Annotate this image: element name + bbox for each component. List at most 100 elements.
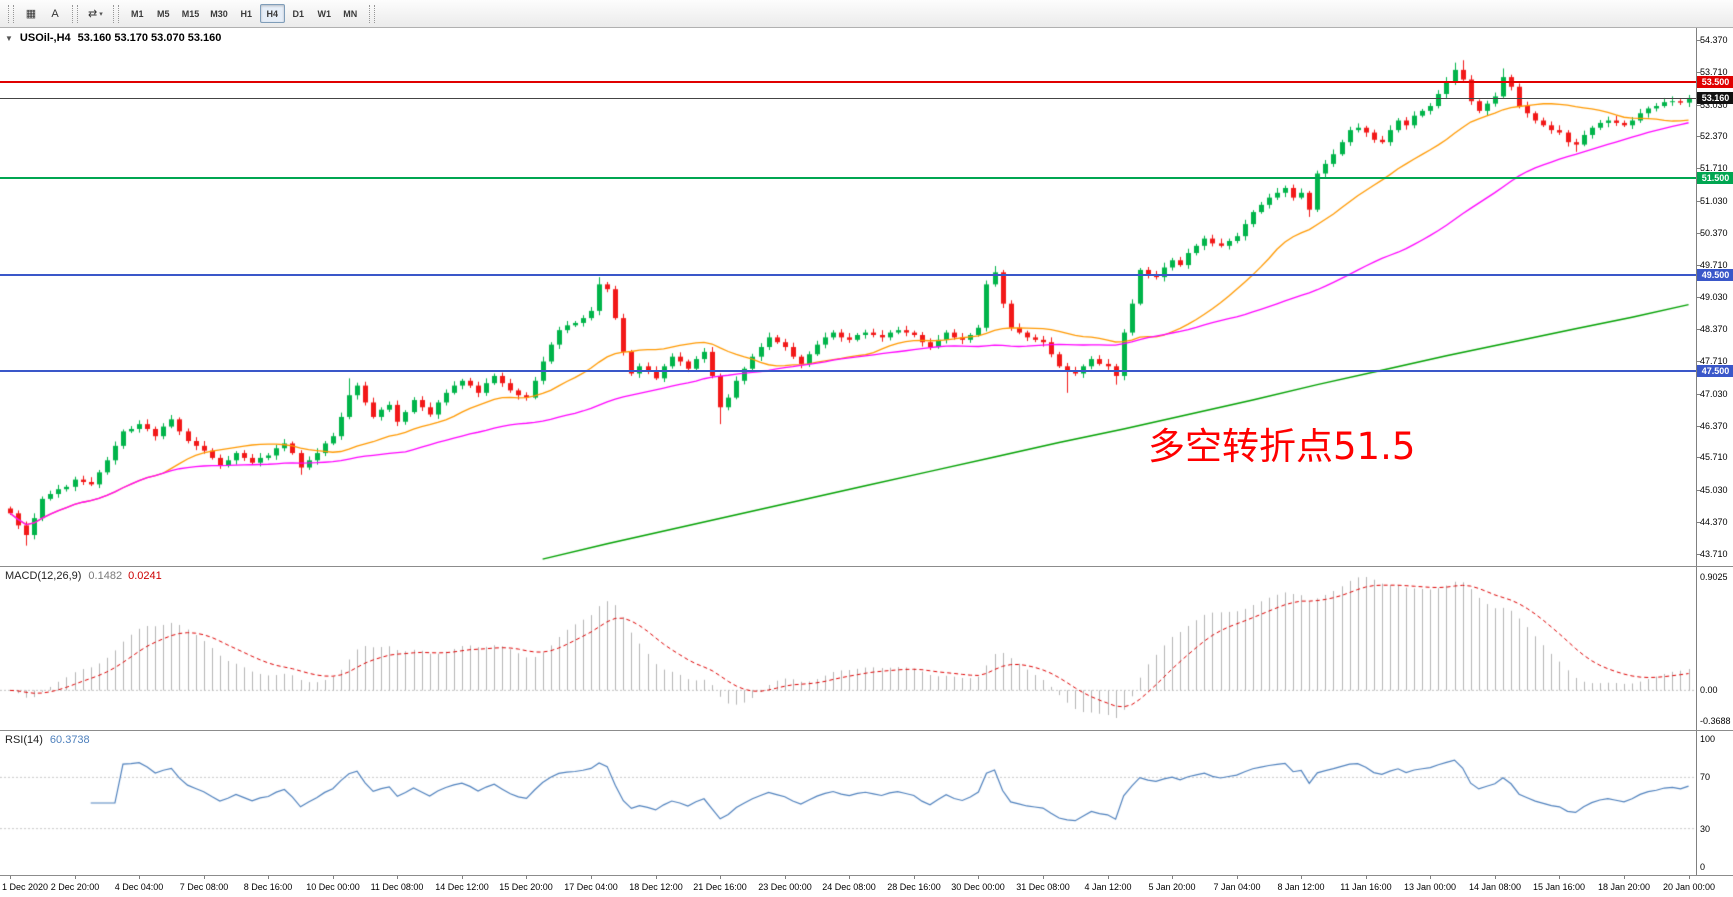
time-tick-label: 15 Jan 16:00 [1532,882,1586,892]
price-tickmark [1697,426,1701,427]
price-tick-label: 45.030 [1700,485,1728,496]
time-tickmark [526,876,527,879]
macd-axis[interactable]: 0.9025 0.00 -0.3688 [1696,567,1733,730]
price-tick-label: 45.710 [1700,452,1728,463]
macd-name: MACD(12,26,9) [5,570,82,582]
time-tickmark [397,876,398,879]
hline-49.500[interactable] [0,274,1696,276]
rsi-axis[interactable]: 100 70 30 0 [1696,731,1733,875]
price-tick-label: 52.370 [1700,131,1728,142]
time-tick-label: 2 Dec 20:00 [50,882,100,892]
time-tickmark [268,876,269,879]
time-tick-label: 24 Dec 08:00 [822,882,876,892]
time-tick-label: 7 Dec 08:00 [179,882,229,892]
price-tickmark [1697,40,1701,41]
time-tick-label: 18 Jan 20:00 [1597,882,1651,892]
time-tick-label: 7 Jan 04:00 [1213,882,1261,892]
price-tick-label: 54.370 [1700,35,1728,45]
price-tickmark [1697,168,1701,169]
price-tick-label: 49.030 [1700,292,1728,303]
price-tick-label: 46.370 [1700,420,1728,431]
time-tick-label: 20 Jan 00:00 [1662,882,1716,892]
time-tick-label: 15 Dec 20:00 [499,882,553,892]
macd-plot-area[interactable]: MACD(12,26,9) 0.1482 0.0241 [0,567,1696,730]
price-tickmark [1697,297,1701,298]
chart-title: ▼ USOil-,H4 53.160 53.170 53.070 53.160 [5,32,221,44]
rsi-name: RSI(14) [5,734,43,746]
rsi-tick-label: 0 [1700,862,1706,872]
level-badge-53.500: 53.500 [1697,75,1733,88]
timeframe-button-m15[interactable]: M15 [177,4,205,23]
hline-53.500[interactable] [0,81,1696,83]
toolbar: ▦ A ⇄ ▾ M1 M5 M15 M30 H1 H4 D1 W1 MN [0,0,1733,28]
price-chart-panel: ▼ USOil-,H4 53.160 53.170 53.070 53.160 … [0,28,1733,566]
current-price-badge: 53.160 [1697,92,1733,105]
collapse-triangle-icon[interactable]: ▼ [5,33,13,43]
timeframe-button-m1[interactable]: M1 [125,4,150,23]
time-tickmark [139,876,140,879]
time-tickmark [75,876,76,879]
time-tickmark [1366,876,1367,879]
time-tickmark [849,876,850,879]
timeframe-button-d1[interactable]: D1 [286,4,311,23]
toolbar-drag-handle[interactable] [72,4,78,23]
macd-canvas[interactable] [0,567,1696,730]
time-tick-label: 21 Dec 16:00 [693,882,747,892]
time-tickmark [1043,876,1044,879]
price-plot-area[interactable]: ▼ USOil-,H4 53.160 53.170 53.070 53.160 … [0,28,1696,566]
hline-51.500[interactable] [0,177,1696,179]
rsi-panel: RSI(14) 60.3738 100 70 30 0 [0,730,1733,875]
rsi-plot-area[interactable]: RSI(14) 60.3738 [0,731,1696,875]
time-tick-label: 8 Jan 12:00 [1277,882,1325,892]
time-tickmark [333,876,334,879]
level-badge-51.500: 51.500 [1697,172,1733,185]
time-tickmark [204,876,205,879]
price-axis[interactable]: 54.370 53.710 53.030 52.370 51.710 51.030 50.3… [1696,28,1733,566]
time-tick-label: 10 Dec 00:00 [306,882,360,892]
price-tick-label: 43.710 [1700,548,1728,559]
price-tick-label: 49.710 [1700,259,1728,270]
time-tickmark [1301,876,1302,879]
time-axis[interactable]: 1 Dec 2020 2 Dec 20:00 4 Dec 04:00 7 Dec 08… [0,875,1733,897]
price-tickmark [1697,105,1701,106]
time-tickmark [10,876,11,879]
time-tickmark [785,876,786,879]
timeframe-button-h1[interactable]: H1 [234,4,259,23]
timeframe-button-h4[interactable]: H4 [259,4,285,23]
time-tick-label: 8 Dec 16:00 [243,882,293,892]
time-tickmark [1495,876,1496,879]
time-tick-label: 17 Dec 04:00 [564,882,618,892]
price-tickmark [1697,394,1701,395]
price-tick-label: 51.030 [1700,195,1728,206]
time-tick-label: 11 Dec 08:00 [370,882,424,892]
timeframe-button-mn[interactable]: MN [338,4,363,23]
macd-signal-value: 0.0241 [128,570,162,582]
time-tick-label: 18 Dec 12:00 [629,882,683,892]
toolbar-drag-handle[interactable] [8,4,14,23]
rsi-value: 60.3738 [49,734,90,746]
price-tick-label: 51.710 [1700,163,1728,174]
cycles-dropdown-button[interactable]: ⇄ ▾ [84,4,107,24]
timeframe-button-m5[interactable]: M5 [151,4,176,23]
time-tickmark [656,876,657,879]
cycles-icon: ⇄ [88,8,98,20]
rsi-canvas[interactable] [0,731,1696,875]
price-tickmark [1697,522,1701,523]
time-tickmark [978,876,979,879]
toolbar-drag-handle[interactable] [112,4,119,23]
time-tick-label: 23 Dec 00:00 [758,882,812,892]
timeframe-button-w1[interactable]: W1 [312,4,337,23]
timeframe-button-m30[interactable]: M30 [205,4,233,23]
time-tickmark [591,876,592,879]
chart-objects-button[interactable]: ▦ [20,4,42,24]
time-tickmark [1559,876,1560,879]
hline-47.500[interactable] [0,370,1696,372]
text-label-button[interactable]: A [44,4,66,24]
candlestick-canvas[interactable] [0,28,1696,566]
price-tick-label: 48.370 [1700,324,1728,335]
time-tickmark [1108,876,1109,879]
time-tick-label: 14 Jan 08:00 [1468,882,1522,892]
toolbar-drag-handle[interactable] [368,4,375,23]
macd-main-value: 0.1482 [88,570,123,582]
price-tickmark [1697,233,1701,234]
